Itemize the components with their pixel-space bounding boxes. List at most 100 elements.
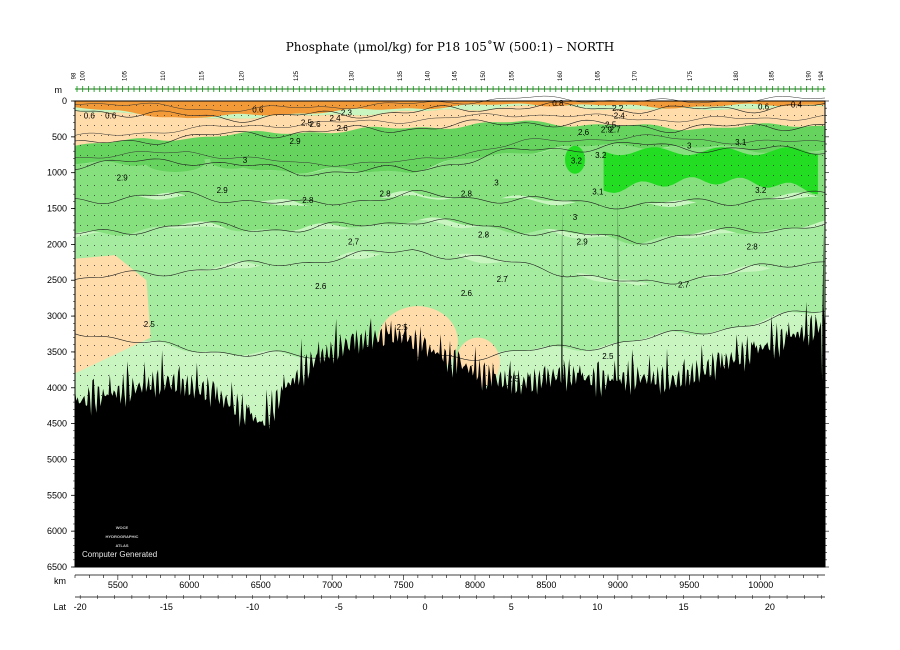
contour-label-2-9: 2.9 bbox=[117, 174, 129, 183]
station-label: 100 bbox=[80, 70, 86, 81]
contour-label-2-9: 2.9 bbox=[577, 238, 589, 247]
lat-tick-label: 15 bbox=[679, 602, 689, 612]
contour-line bbox=[74, 189, 826, 210]
depth-unit-label: m bbox=[55, 85, 63, 95]
depth-tick-label: 3000 bbox=[47, 311, 67, 321]
contour-label-2-5: 2.5 bbox=[397, 323, 409, 332]
depth-tick-label: 4000 bbox=[47, 383, 67, 393]
band-2-7 bbox=[75, 248, 825, 364]
contour-label-3: 3 bbox=[243, 156, 248, 165]
station-label: 130 bbox=[350, 70, 356, 81]
contour-label-3-1: 3.1 bbox=[735, 138, 747, 147]
contour-line bbox=[74, 134, 826, 167]
contour-label-3-2: 3.2 bbox=[755, 186, 767, 195]
depth-tick-label: 2000 bbox=[47, 239, 67, 249]
core-3-0-south-b bbox=[210, 150, 255, 169]
lat-tick-label: 20 bbox=[765, 602, 775, 612]
station-label: 165 bbox=[595, 70, 601, 81]
contour-label-2-7: 2.7 bbox=[609, 126, 621, 135]
lat-tick-label: -20 bbox=[74, 602, 87, 612]
lat-tick-label: 10 bbox=[592, 602, 602, 612]
station-label: 98 bbox=[72, 72, 78, 79]
band-peach-upper bbox=[75, 104, 825, 146]
contour-line bbox=[74, 113, 826, 136]
chart-title: Phosphate (μmol/kg) for P18 105˚W (500:1… bbox=[285, 40, 615, 54]
station-label: 190 bbox=[807, 70, 813, 81]
plot-frame bbox=[74, 100, 829, 568]
lat-tick-label: -5 bbox=[335, 602, 343, 612]
core-3-0-south-a bbox=[145, 151, 205, 172]
contour-label-3: 3 bbox=[494, 179, 499, 188]
contour-label-2-8: 2.8 bbox=[302, 196, 314, 205]
contour-label-0-6: 0.6 bbox=[252, 106, 264, 115]
contour-label-2-8: 2.8 bbox=[747, 243, 759, 252]
sample-dot-grid bbox=[80, 105, 823, 566]
contour-label-2-7: 2.7 bbox=[678, 281, 690, 290]
contour-label-2-9: 2.9 bbox=[601, 126, 613, 135]
contour-label-2-5: 2.5 bbox=[602, 352, 614, 361]
contour-label-2-3: 2.3 bbox=[341, 108, 353, 117]
contour-label-3-2: 3.2 bbox=[571, 157, 583, 166]
contour-line bbox=[74, 101, 826, 123]
contour-label-3: 3 bbox=[573, 213, 578, 222]
watermark: WOCE HYDROGRAPHIC ATLAS Computer Generat… bbox=[82, 525, 157, 559]
contour-label-2-8: 2.8 bbox=[461, 189, 473, 198]
contour-line bbox=[74, 142, 826, 177]
contour-label-2-9: 2.9 bbox=[217, 186, 229, 195]
seafloor bbox=[75, 194, 826, 567]
depth-tick-label: 5000 bbox=[47, 454, 67, 464]
contour-label-3: 3 bbox=[687, 141, 692, 150]
depth-tick-label: 5500 bbox=[47, 490, 67, 500]
contour-labels: 0.6 0.60.62.52.6 2.62.42.32.932.92.92.82.8… bbox=[84, 99, 803, 383]
sample-dots bbox=[80, 105, 823, 566]
contour-label-0-6: 0.6 bbox=[758, 103, 770, 112]
station-label: 135 bbox=[398, 70, 404, 81]
km-unit-label: km bbox=[54, 576, 66, 586]
lat-tick-label: 0 bbox=[422, 602, 427, 612]
bathymetry bbox=[75, 194, 826, 567]
station-label: 105 bbox=[122, 70, 128, 81]
contour-label-2-6: 2.6 bbox=[315, 282, 327, 291]
contour-label-2-8: 2.8 bbox=[478, 230, 490, 239]
lat-unit-label: Lat bbox=[53, 602, 66, 612]
axes: 0500100015002000250030003500400045005000… bbox=[47, 70, 826, 612]
band-2-9 bbox=[75, 194, 825, 245]
contour-line bbox=[75, 95, 826, 113]
contour-label-2-9: 2.9 bbox=[289, 137, 301, 146]
km-tick-label: 7500 bbox=[394, 580, 414, 590]
contour-label-2-4: 2.4 bbox=[329, 114, 341, 123]
contour-label-2-5: 2.5 bbox=[301, 119, 313, 128]
contour-label-2-6: 2.6 bbox=[337, 124, 349, 133]
contour-label-2-6: 2.6 bbox=[309, 120, 321, 129]
band-2-8 bbox=[75, 219, 825, 286]
contour-line bbox=[74, 119, 826, 145]
contour-line bbox=[74, 249, 826, 285]
km-tick-label: 6500 bbox=[251, 580, 271, 590]
contour-label-3-1: 3.1 bbox=[592, 187, 604, 196]
lat-tick-label: -10 bbox=[246, 602, 259, 612]
km-tick-label: 9000 bbox=[608, 580, 628, 590]
core-3-2-mid bbox=[565, 145, 585, 174]
lat-tick-label: 5 bbox=[509, 602, 514, 612]
station-label: 150 bbox=[481, 70, 487, 81]
contour-label-0-6: 0.6 bbox=[105, 111, 117, 120]
station-label: 185 bbox=[770, 70, 776, 81]
station-label: 170 bbox=[632, 70, 638, 81]
contour-label-2-4: 2.4 bbox=[614, 111, 626, 120]
contour-label-2-5: 2.5 bbox=[144, 320, 156, 329]
km-tick-label: 10000 bbox=[748, 580, 773, 590]
station-label: 155 bbox=[510, 70, 516, 81]
pocket-south-peach bbox=[75, 255, 151, 374]
km-tick-label: 5500 bbox=[108, 580, 128, 590]
station-label: 110 bbox=[161, 71, 167, 81]
contour-label-2-5: 2.5 bbox=[508, 374, 520, 383]
km-tick-label: 6000 bbox=[179, 580, 199, 590]
contour-label-0-8: 0.8 bbox=[552, 99, 564, 108]
contour-label-2-6: 2.6 bbox=[578, 128, 590, 137]
lat-tick-label: -15 bbox=[160, 602, 173, 612]
station-label: 180 bbox=[734, 70, 740, 81]
depth-tick-label: 1500 bbox=[47, 204, 67, 214]
km-tick-label: 9500 bbox=[679, 580, 699, 590]
station-label: 140 bbox=[425, 70, 431, 81]
